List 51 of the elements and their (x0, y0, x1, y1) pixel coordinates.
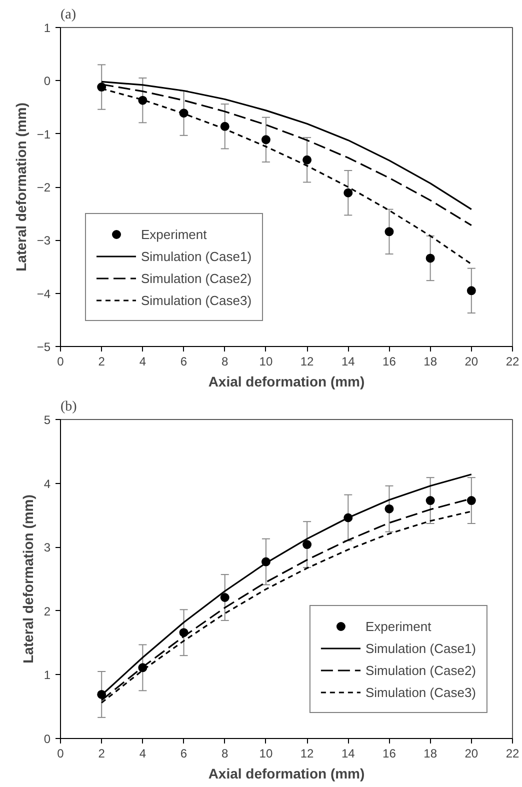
x-tick-label: 16 (382, 746, 396, 760)
y-tick-label: −4 (36, 286, 51, 301)
y-tick-label: −3 (36, 234, 51, 248)
y-tick-label: 5 (44, 413, 51, 427)
x-tick-label: 22 (506, 354, 520, 368)
legend-label: Simulation (Case3) (141, 292, 252, 308)
x-tick-label: 10 (259, 746, 273, 760)
x-tick-label: 8 (222, 354, 229, 368)
y-tick-label: 4 (44, 476, 51, 491)
x-tick-label: 14 (341, 746, 356, 760)
x-tick-label: 4 (139, 746, 146, 760)
y-tick-label: −2 (36, 180, 51, 194)
legend-label: Simulation (Case2) (365, 662, 476, 678)
x-tick-label: 2 (98, 746, 106, 760)
x-tick-label: 6 (180, 354, 188, 368)
x-tick-label: 4 (139, 354, 146, 368)
x-tick-label: 16 (382, 354, 396, 368)
x-tick-label: 10 (259, 354, 273, 368)
x-axis-title: Axial deformation (mm) (208, 766, 365, 782)
y-tick-label: 1 (44, 21, 51, 35)
legend-label: Simulation (Case1) (365, 640, 476, 656)
chart-title: (a) (60, 8, 76, 22)
legend-label: Experiment (141, 226, 207, 242)
y-axis-title: Lateral deformation (mm) (12, 102, 29, 272)
x-tick-label: 0 (57, 354, 64, 368)
x-tick-label: 14 (341, 354, 356, 368)
x-tick-label: 2 (98, 354, 106, 368)
y-tick-label: 3 (44, 540, 51, 555)
legend-label: Experiment (365, 618, 432, 634)
y-tick-label: 2 (44, 604, 51, 618)
y-tick-label: −1 (36, 127, 51, 142)
x-tick-label: 22 (506, 746, 520, 760)
legend-label: Simulation (Case1) (141, 248, 252, 264)
x-tick-label: 6 (180, 746, 188, 760)
legend-label: Simulation (Case3) (365, 684, 476, 700)
x-tick-label: 0 (57, 746, 64, 760)
x-axis-title: Axial deformation (mm) (208, 374, 365, 390)
x-tick-label: 20 (464, 354, 478, 368)
legend-label: Simulation (Case2) (141, 270, 252, 286)
y-tick-label: 0 (44, 732, 51, 746)
x-tick-label: 18 (424, 746, 438, 760)
y-tick-label: 0 (44, 74, 51, 88)
y-tick-label: 1 (44, 668, 51, 682)
y-axis-title: Lateral deformation (mm) (20, 494, 36, 664)
x-tick-label: 18 (424, 354, 438, 368)
x-tick-label: 20 (464, 746, 478, 760)
x-tick-label: 12 (300, 746, 314, 760)
x-tick-label: 12 (300, 354, 314, 368)
chart-title: (b) (60, 400, 78, 414)
y-tick-label: −5 (36, 340, 51, 354)
x-tick-label: 8 (222, 746, 229, 760)
